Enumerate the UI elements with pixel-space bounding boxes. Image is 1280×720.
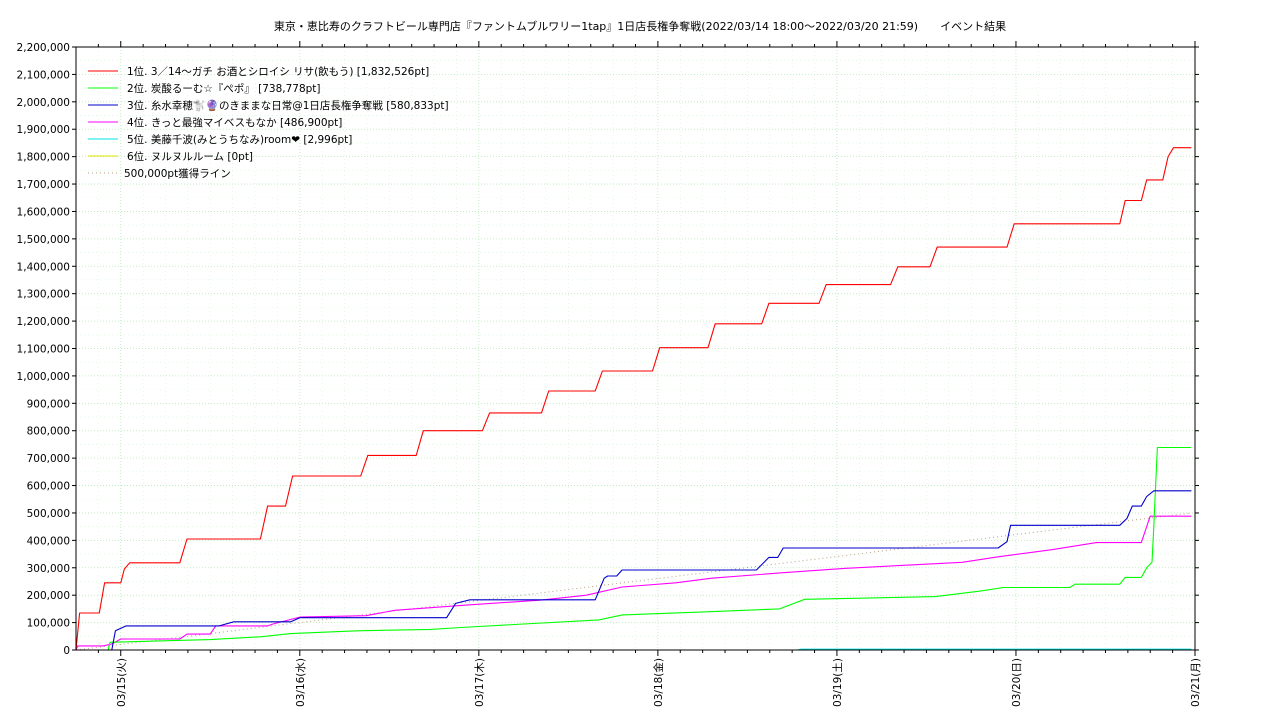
legend-entry-1: 1位. 3／14〜ガチ お酒とシロイシ リサ(飲もう) [1,832,526pt… bbox=[127, 65, 429, 78]
y-tick-label: 800,000 bbox=[27, 426, 70, 438]
y-tick-label: 2,000,000 bbox=[17, 97, 70, 109]
y-tick-label: 200,000 bbox=[27, 590, 70, 602]
y-tick-label: 900,000 bbox=[27, 398, 70, 410]
y-tick-label: 100,000 bbox=[27, 618, 70, 630]
y-tick-label: 1,300,000 bbox=[17, 289, 70, 301]
y-tick-label: 1,500,000 bbox=[17, 234, 70, 246]
x-tick-label: 03/15(火) bbox=[116, 658, 128, 707]
series-lines bbox=[75, 147, 1192, 651]
x-axis: 03/15(火) 03/16(水) 03/17(木) 03/18(金) 03/19(土)… bbox=[97, 41, 1202, 707]
y-tick-label: 600,000 bbox=[27, 481, 70, 493]
x-tick-label: 03/20(日) bbox=[1011, 658, 1023, 707]
legend-entry-2: 2位. 炭酸るーむ☆『ぺポ』 [738,778pt] bbox=[127, 82, 321, 95]
y-tick-label: 300,000 bbox=[27, 563, 70, 575]
y-tick-label: 1,200,000 bbox=[17, 316, 70, 328]
grid-lines bbox=[76, 47, 1195, 650]
series-line-3 bbox=[76, 490, 1192, 651]
x-tick-label: 03/21(月) bbox=[1190, 658, 1202, 707]
legend-entry-5: 5位. 美藤千波(みとうちなみ)room❤︎ [2,996pt] bbox=[127, 133, 352, 146]
y-tick-label: 2,100,000 bbox=[17, 69, 70, 81]
legend: 1位. 3／14〜ガチ お酒とシロイシ リサ(飲もう) [1,832,526pt… bbox=[88, 65, 449, 180]
x-tick-label: 03/16(水) bbox=[295, 658, 307, 707]
y-tick-label: 1,800,000 bbox=[17, 152, 70, 164]
y-axis: 0 100,000 200,000 300,000 400,000 500,000 600,… bbox=[17, 42, 1199, 657]
y-tick-label: 1,600,000 bbox=[17, 206, 70, 218]
y-tick-label: 500,000 bbox=[27, 508, 70, 520]
y-tick-label: 0 bbox=[63, 645, 70, 657]
x-tick-label: 03/19(土) bbox=[831, 658, 844, 707]
series-line-4 bbox=[75, 515, 1192, 651]
y-tick-label: 1,900,000 bbox=[17, 124, 70, 136]
legend-entry-6: 6位. ヌルヌルルーム [0pt] bbox=[127, 150, 253, 163]
y-tick-label: 400,000 bbox=[27, 535, 70, 547]
x-tick-label: 03/17(木) bbox=[474, 658, 486, 707]
series-line-2 bbox=[76, 446, 1192, 651]
y-tick-label: 1,400,000 bbox=[17, 261, 70, 273]
x-tick-label: 03/18(金) bbox=[652, 658, 665, 707]
legend-entry-reference: 500,000pt獲得ライン bbox=[124, 167, 231, 180]
series-line-1 bbox=[75, 147, 1192, 651]
y-tick-label: 1,700,000 bbox=[17, 179, 70, 191]
reference-line-500000pt bbox=[75, 512, 1192, 651]
y-tick-label: 1,100,000 bbox=[17, 344, 70, 356]
y-tick-label: 2,200,000 bbox=[17, 42, 70, 54]
legend-entry-3: 3位. 糸水幸穂🐩🔮のきままな日常@1日店長権争奪戦 [580,833pt] bbox=[127, 99, 449, 112]
y-tick-label: 700,000 bbox=[27, 453, 70, 465]
y-tick-label: 1,000,000 bbox=[17, 371, 70, 383]
legend-entry-4: 4位. きっと最強マイベスもなか [486,900pt] bbox=[127, 116, 342, 129]
chart-title: 東京・恵比寿のクラフトビール専門店『ファントムブルワリー1tap』1日店長権争奪… bbox=[273, 20, 1007, 33]
